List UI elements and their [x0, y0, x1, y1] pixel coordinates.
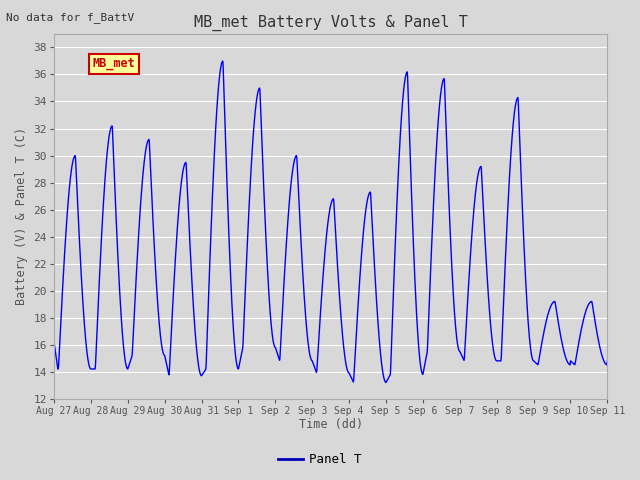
- X-axis label: Time (dd): Time (dd): [299, 419, 363, 432]
- Legend: Panel T: Panel T: [273, 448, 367, 471]
- Text: No data for f_BattV: No data for f_BattV: [6, 12, 134, 23]
- Title: MB_met Battery Volts & Panel T: MB_met Battery Volts & Panel T: [194, 15, 468, 31]
- Y-axis label: Battery (V) & Panel T (C): Battery (V) & Panel T (C): [15, 127, 28, 305]
- Text: MB_met: MB_met: [93, 57, 136, 70]
